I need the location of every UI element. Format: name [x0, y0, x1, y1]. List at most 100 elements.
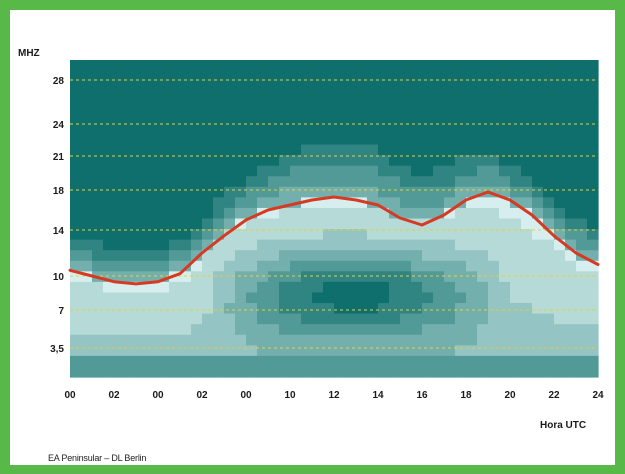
heatmap-cell: [334, 250, 346, 262]
heatmap-cell: [235, 229, 247, 241]
heatmap-cell: [257, 281, 269, 294]
heatmap-cell: [356, 91, 368, 103]
heatmap-cell: [125, 60, 137, 72]
heatmap-cell: [378, 112, 390, 124]
heatmap-cell: [576, 218, 588, 230]
heatmap-cell: [290, 271, 302, 283]
heatmap-cell: [389, 271, 401, 283]
heatmap-cell: [169, 366, 181, 378]
heatmap-cell: [323, 70, 335, 82]
heatmap-cell: [213, 250, 225, 262]
heatmap-cell: [499, 303, 511, 315]
heatmap-cell: [246, 70, 258, 82]
heatmap-cell: [323, 313, 335, 325]
heatmap-cell: [70, 366, 82, 378]
heatmap-cell: [125, 207, 137, 220]
heatmap-cell: [114, 197, 126, 209]
heatmap-cell: [312, 271, 324, 283]
heatmap-cell: [356, 366, 368, 378]
heatmap-cell: [312, 197, 324, 209]
heatmap-cell: [213, 239, 225, 251]
heatmap-cell: [565, 292, 577, 304]
heatmap-cell: [433, 91, 445, 103]
heatmap-cell: [466, 313, 478, 325]
heatmap-cell: [70, 239, 82, 251]
heatmap-cell: [125, 218, 137, 230]
heatmap-cell: [455, 355, 467, 368]
heatmap-cell: [202, 186, 214, 198]
heatmap-cell: [543, 239, 555, 251]
heatmap-cell: [70, 355, 82, 368]
heatmap-cell: [125, 324, 137, 336]
heatmap-cell: [279, 239, 291, 251]
heatmap-cell: [565, 60, 577, 72]
heatmap-cell: [488, 303, 500, 315]
heatmap-cell: [543, 303, 555, 315]
heatmap-cell: [422, 345, 434, 357]
y-tick-label: 3,5: [50, 344, 64, 355]
heatmap-cell: [158, 133, 170, 146]
heatmap-cell: [543, 366, 555, 378]
heatmap-cell: [81, 133, 93, 146]
heatmap-cell: [235, 250, 247, 262]
heatmap-cell: [114, 60, 126, 72]
heatmap-cell: [268, 102, 280, 114]
heatmap-cell: [334, 292, 346, 304]
heatmap-cell: [213, 60, 225, 72]
heatmap-cell: [477, 239, 489, 251]
heatmap-cell: [334, 70, 346, 82]
heatmap-cell: [389, 345, 401, 357]
heatmap-cell: [169, 207, 181, 220]
heatmap-cell: [345, 218, 357, 230]
heatmap-cell: [301, 313, 313, 325]
heatmap-cell: [81, 334, 93, 346]
heatmap-cell: [301, 155, 313, 167]
heatmap-cell: [81, 239, 93, 251]
heatmap-cell: [312, 292, 324, 304]
heatmap-cell: [191, 281, 203, 294]
heatmap-cell: [400, 165, 412, 177]
heatmap-cell: [323, 292, 335, 304]
heatmap-cell: [268, 197, 280, 209]
heatmap-cell: [510, 345, 522, 357]
heatmap-cell: [488, 366, 500, 378]
heatmap-cell: [235, 324, 247, 336]
heatmap-cell: [521, 133, 533, 146]
heatmap-cell: [301, 345, 313, 357]
heatmap-cell: [224, 144, 236, 156]
heatmap-cell: [411, 176, 423, 188]
heatmap-cell: [466, 155, 478, 167]
heatmap-cell: [356, 144, 368, 156]
heatmap-cell: [268, 334, 280, 346]
heatmap-cell: [257, 60, 269, 72]
heatmap-cell: [587, 133, 599, 146]
heatmap-cell: [444, 239, 456, 251]
heatmap-cell: [532, 355, 544, 368]
heatmap-cell: [378, 260, 390, 272]
heatmap-cell: [114, 260, 126, 272]
heatmap-cell: [378, 303, 390, 315]
heatmap-cell: [125, 366, 137, 378]
heatmap-cell: [301, 102, 313, 114]
heatmap-cell: [433, 102, 445, 114]
heatmap-cell: [543, 324, 555, 336]
heatmap-cell: [235, 155, 247, 167]
heatmap-cell: [587, 197, 599, 209]
heatmap-cell: [312, 313, 324, 325]
heatmap-cell: [290, 281, 302, 294]
heatmap-cell: [532, 155, 544, 167]
heatmap-cell: [323, 345, 335, 357]
heatmap-cell: [356, 165, 368, 177]
heatmap-cell: [334, 165, 346, 177]
heatmap-cell: [587, 281, 599, 294]
heatmap-cell: [158, 60, 170, 72]
heatmap-cell: [422, 324, 434, 336]
heatmap-cell: [202, 303, 214, 315]
heatmap-cell: [356, 197, 368, 209]
heatmap-cell: [180, 313, 192, 325]
heatmap-cell: [312, 334, 324, 346]
heatmap-cell: [224, 155, 236, 167]
heatmap-cell: [466, 324, 478, 336]
heatmap-cell: [312, 207, 324, 220]
heatmap-cell: [268, 207, 280, 220]
